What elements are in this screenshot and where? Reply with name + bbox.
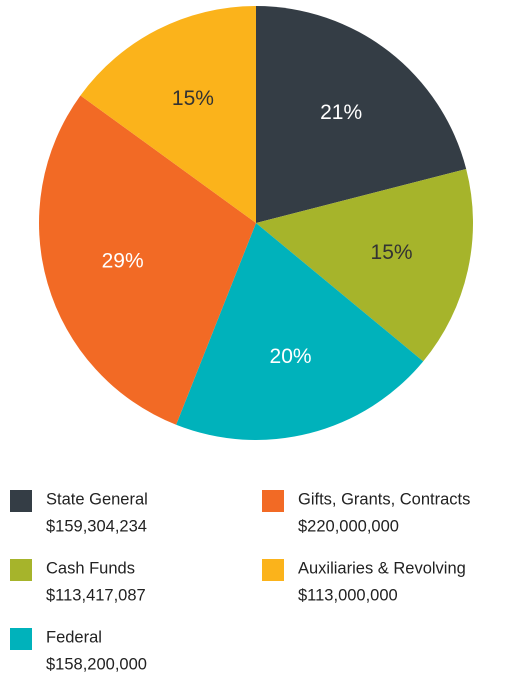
legend-swatch: [10, 628, 32, 650]
legend-swatch: [10, 490, 32, 512]
pie-slice: [256, 169, 473, 362]
legend-label: Auxiliaries & Revolving: [298, 559, 466, 577]
slice-label: 15%: [371, 241, 413, 264]
pie-slice: [38, 95, 257, 425]
legend-amount: $220,000,000: [298, 517, 399, 535]
legend-label: Cash Funds: [46, 559, 135, 577]
pie-slice: [256, 6, 467, 223]
pie-slice: [80, 6, 256, 223]
legend-amount: $113,000,000: [298, 586, 398, 604]
slice-label: 15%: [172, 87, 214, 110]
legend-amount: $158,200,000: [46, 655, 147, 673]
slice-label: 20%: [270, 345, 312, 368]
slice-label: 29%: [102, 249, 144, 272]
legend-swatch: [262, 490, 284, 512]
pie-slice: [176, 223, 424, 440]
legend-amount: $113,417,087: [46, 586, 146, 604]
legend-label: Federal: [46, 628, 102, 646]
legend-swatch: [10, 559, 32, 581]
legend-amount: $159,304,234: [46, 517, 147, 535]
legend-swatch: [262, 559, 284, 581]
slice-label: 21%: [320, 101, 362, 124]
legend-label: Gifts, Grants, Contracts: [298, 490, 470, 508]
legend-label: State General: [46, 490, 148, 508]
